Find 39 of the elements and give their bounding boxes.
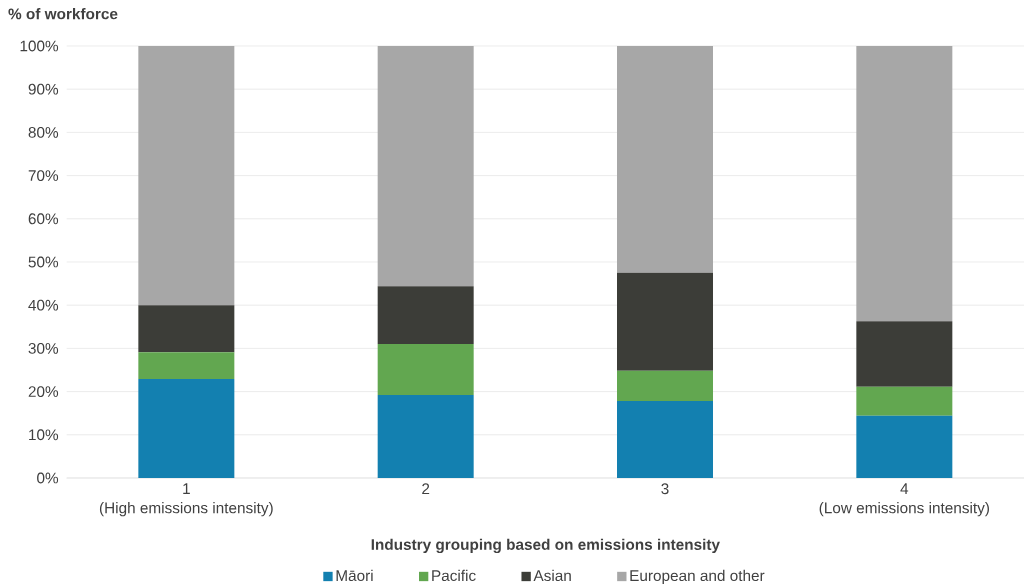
bar (617, 272, 713, 371)
bar (377, 45, 474, 287)
bar (617, 401, 713, 478)
bar (377, 286, 474, 345)
text: (Low emissions intensity) (819, 502, 989, 517)
y-axis-title: % of workforce (8, 8, 118, 20)
y-tick-label: 80% (28, 126, 59, 138)
x-tick-label: 4 (900, 483, 909, 494)
y-tick-label: 100% (20, 40, 59, 52)
bar (856, 321, 953, 387)
y-tick-label: 50% (28, 256, 59, 268)
y-tick-label: 10% (29, 429, 59, 441)
y-tick-label: 40% (28, 299, 59, 311)
bar (138, 379, 235, 478)
y-tick-label: 60% (28, 213, 59, 225)
bar (138, 352, 235, 380)
x-tick-label: 2 (422, 483, 430, 495)
y-tick-label: 30% (28, 342, 59, 354)
legend-label: European and other (630, 569, 765, 585)
bar (856, 415, 953, 478)
bar (617, 45, 713, 273)
text: (High emissions intensity) (99, 502, 273, 517)
bar (856, 386, 953, 416)
legend-label: Asian (533, 569, 571, 582)
y-tick-label: 90% (28, 83, 59, 95)
bar (377, 395, 474, 478)
x-axis-title: Industry grouping based on emissions intensity (371, 538, 720, 554)
y-tick-label: 70% (28, 170, 59, 182)
bar (617, 370, 713, 402)
x-tick-label: 3 (661, 483, 669, 495)
bar (138, 45, 235, 306)
x-tick-label: 1 (183, 483, 190, 494)
bar (856, 45, 953, 322)
legend-label: Māori (336, 569, 373, 582)
bar (377, 344, 474, 396)
y-tick-label: 20% (28, 386, 59, 398)
legend-label: Pacific (432, 569, 476, 582)
y-tick-label: 0% (37, 472, 59, 484)
bar (138, 305, 235, 353)
